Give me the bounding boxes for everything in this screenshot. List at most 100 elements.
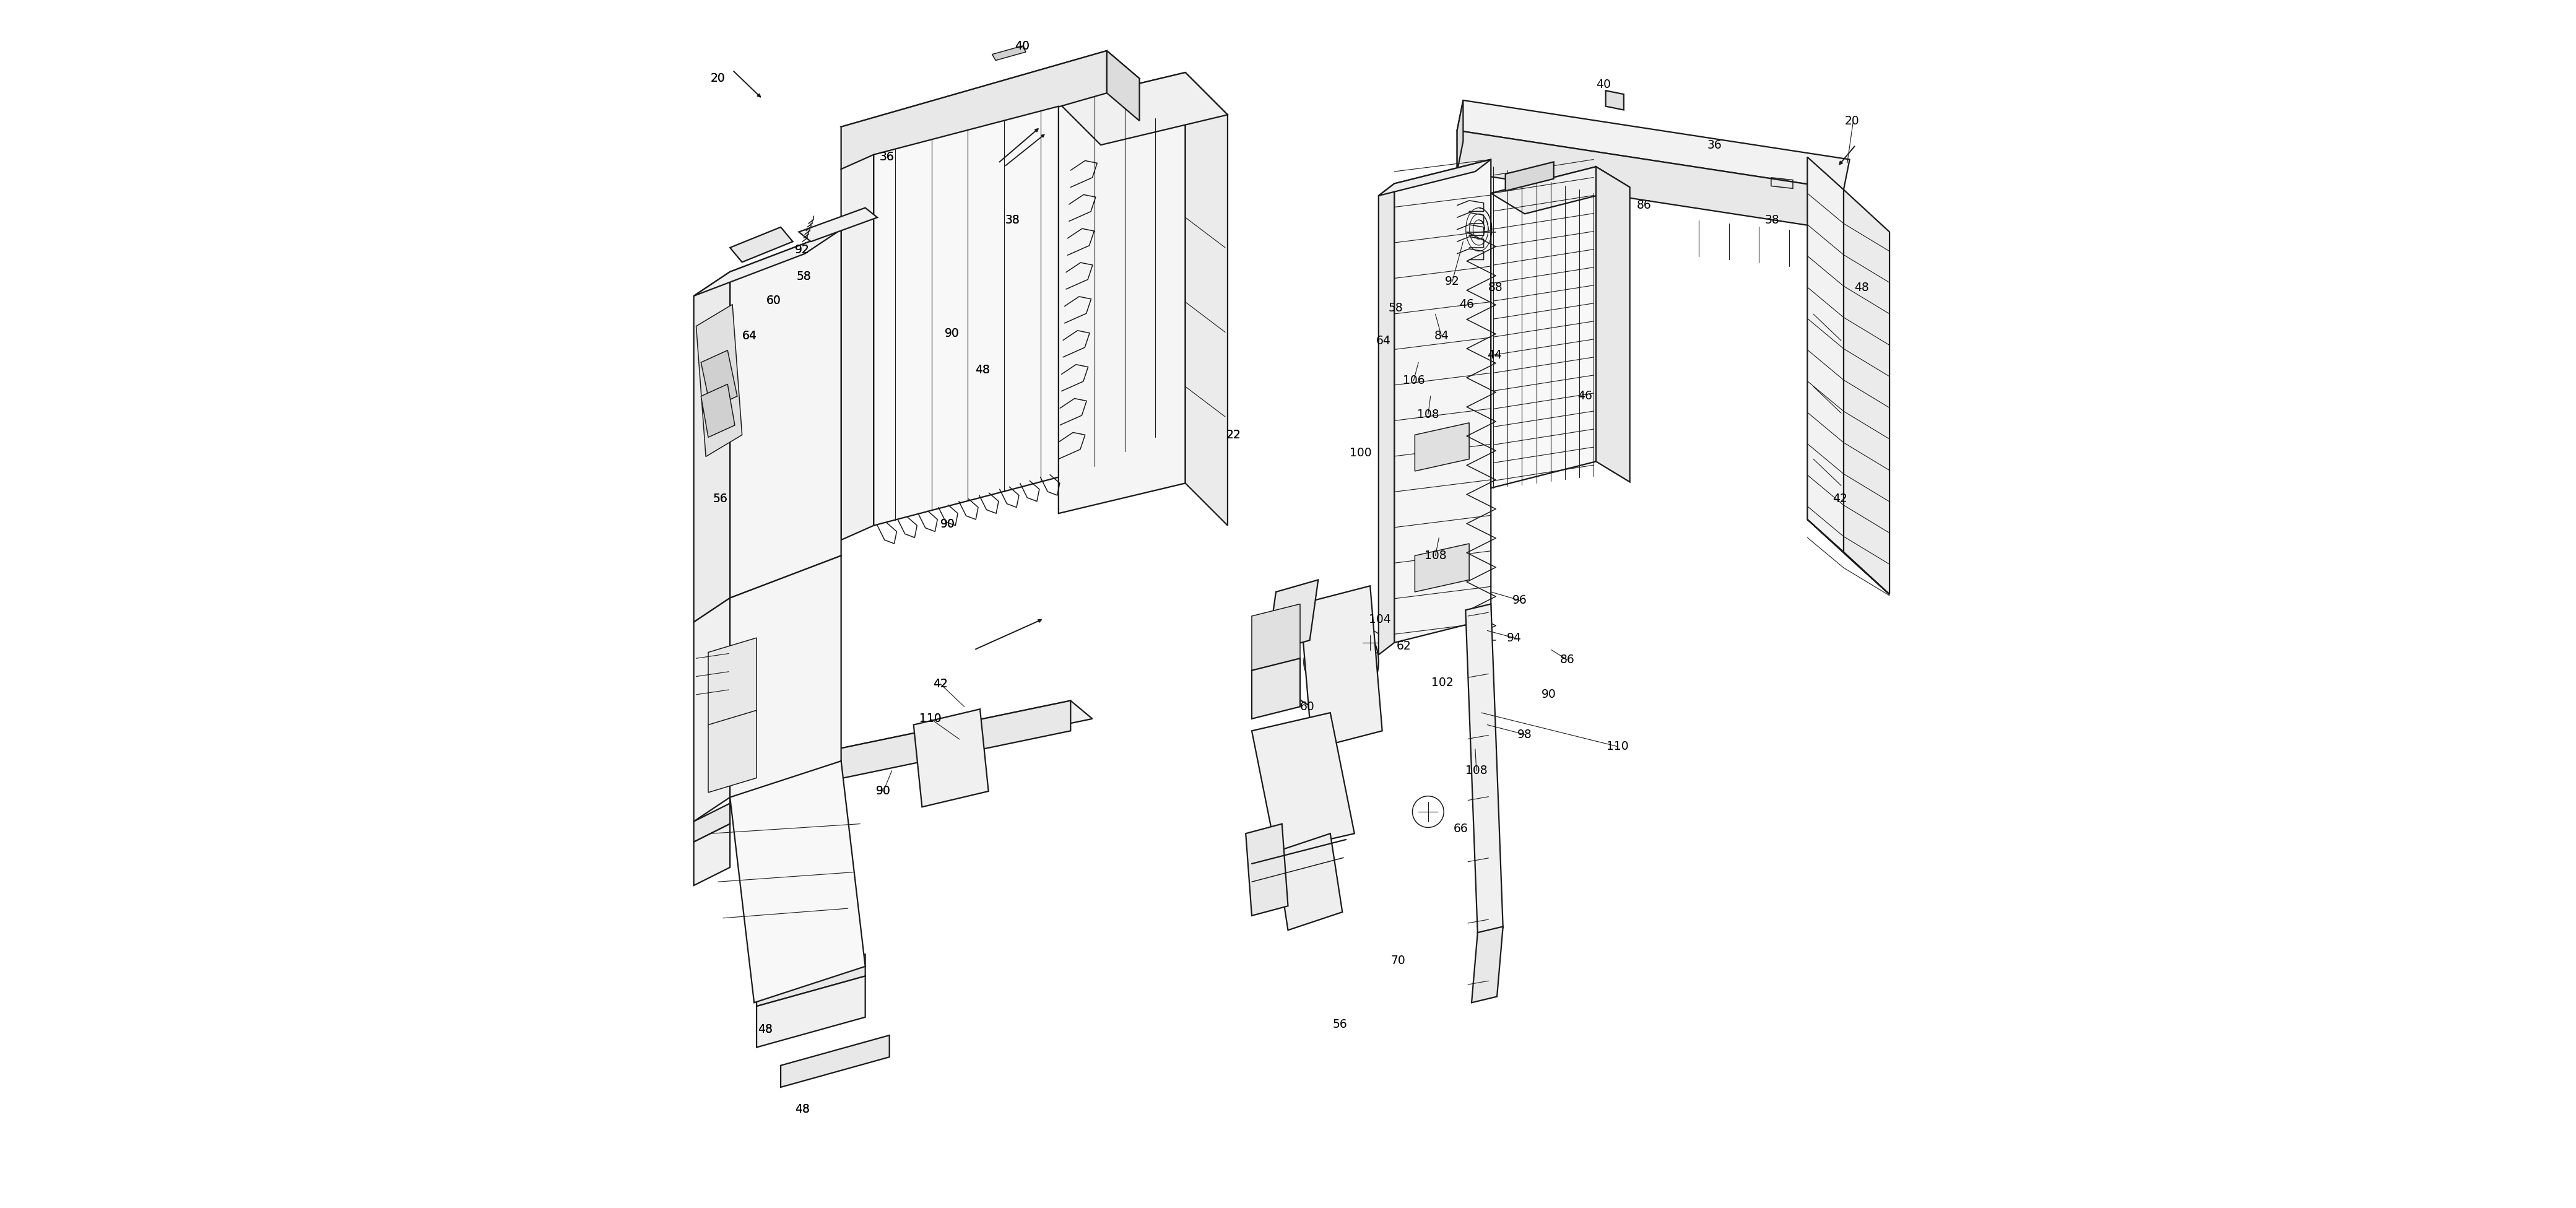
Text: 38: 38 (1005, 214, 1020, 226)
Text: 36: 36 (1708, 139, 1721, 151)
Text: 92: 92 (796, 244, 809, 256)
Polygon shape (701, 350, 737, 408)
Text: 40: 40 (1015, 40, 1030, 52)
Polygon shape (837, 701, 1092, 767)
Text: 60: 60 (765, 295, 781, 307)
Text: 84: 84 (1435, 330, 1448, 342)
Text: 56: 56 (714, 493, 726, 505)
Text: 64: 64 (1376, 335, 1391, 347)
Polygon shape (1059, 72, 1185, 513)
Text: 48: 48 (1855, 281, 1870, 294)
Polygon shape (708, 638, 757, 727)
Polygon shape (1378, 184, 1394, 655)
Polygon shape (799, 208, 878, 242)
Text: 90: 90 (940, 518, 956, 530)
Polygon shape (708, 710, 757, 792)
Text: 90: 90 (876, 785, 891, 797)
Polygon shape (1301, 586, 1383, 749)
Text: 36: 36 (878, 151, 894, 163)
Polygon shape (842, 51, 1139, 155)
Polygon shape (1252, 658, 1301, 719)
Polygon shape (693, 803, 729, 842)
Text: 46: 46 (1461, 298, 1473, 310)
Polygon shape (1458, 100, 1463, 172)
Text: 46: 46 (1577, 390, 1592, 402)
Text: 110: 110 (1607, 741, 1628, 753)
Text: 38: 38 (1005, 214, 1020, 226)
Polygon shape (1247, 824, 1288, 916)
Polygon shape (781, 1035, 889, 1087)
Text: 48: 48 (757, 1023, 773, 1035)
Text: 48: 48 (976, 364, 989, 376)
Polygon shape (1414, 423, 1468, 471)
Polygon shape (1252, 604, 1301, 670)
Text: 42: 42 (933, 678, 948, 690)
Polygon shape (693, 230, 842, 296)
Text: 108: 108 (1425, 550, 1445, 562)
Polygon shape (1808, 519, 1891, 594)
Polygon shape (1844, 190, 1891, 594)
Polygon shape (842, 51, 1108, 169)
Text: 100: 100 (1350, 447, 1370, 459)
Polygon shape (1466, 604, 1502, 934)
Polygon shape (842, 155, 873, 540)
Text: 20: 20 (1844, 115, 1860, 127)
Polygon shape (1252, 713, 1355, 852)
Text: 96: 96 (1512, 594, 1528, 606)
Text: 56: 56 (1332, 1018, 1347, 1030)
Polygon shape (729, 227, 793, 262)
Text: 58: 58 (796, 271, 811, 283)
Text: 110: 110 (920, 713, 940, 725)
Text: 70: 70 (1391, 954, 1406, 966)
Polygon shape (696, 304, 742, 457)
Text: 40: 40 (1597, 79, 1610, 91)
Text: 62: 62 (1396, 640, 1412, 652)
Text: 56: 56 (714, 493, 726, 505)
Text: 110: 110 (920, 713, 940, 725)
Polygon shape (729, 230, 842, 598)
Text: 104: 104 (1368, 614, 1391, 626)
Polygon shape (1059, 72, 1229, 145)
Polygon shape (693, 272, 729, 622)
Text: 86: 86 (1636, 199, 1651, 211)
Polygon shape (729, 761, 866, 1003)
Text: 36: 36 (878, 151, 894, 163)
Text: 42: 42 (1832, 493, 1847, 505)
Text: 102: 102 (1432, 676, 1453, 689)
Text: 106: 106 (1401, 374, 1425, 387)
Polygon shape (1275, 834, 1342, 930)
Polygon shape (1458, 100, 1850, 190)
Polygon shape (701, 384, 734, 437)
Polygon shape (1808, 157, 1844, 552)
Text: 22: 22 (1226, 429, 1242, 441)
Text: 90: 90 (940, 518, 956, 530)
Text: 44: 44 (1486, 349, 1502, 361)
Text: 108: 108 (1466, 765, 1486, 777)
Polygon shape (1492, 167, 1631, 214)
Polygon shape (729, 556, 842, 803)
Text: 20: 20 (711, 72, 726, 85)
Text: 64: 64 (742, 330, 757, 342)
Polygon shape (1597, 167, 1631, 482)
Polygon shape (1414, 544, 1468, 592)
Polygon shape (1605, 91, 1623, 110)
Polygon shape (1378, 159, 1492, 196)
Polygon shape (1394, 159, 1492, 643)
Polygon shape (1185, 72, 1229, 525)
Text: 48: 48 (796, 1103, 809, 1115)
Polygon shape (1504, 162, 1553, 191)
Text: 42: 42 (933, 678, 948, 690)
Polygon shape (1108, 51, 1139, 121)
Text: 86: 86 (1558, 654, 1574, 666)
Polygon shape (1458, 130, 1844, 231)
Text: 94: 94 (1507, 632, 1522, 644)
Polygon shape (1492, 167, 1597, 488)
Text: 48: 48 (796, 1103, 809, 1115)
Text: 90: 90 (1540, 689, 1556, 701)
Polygon shape (873, 106, 1059, 525)
Text: 88: 88 (1489, 281, 1504, 294)
Text: 40: 40 (1015, 40, 1030, 52)
Text: 66: 66 (1453, 823, 1468, 835)
Polygon shape (992, 46, 1025, 60)
Polygon shape (914, 709, 989, 807)
